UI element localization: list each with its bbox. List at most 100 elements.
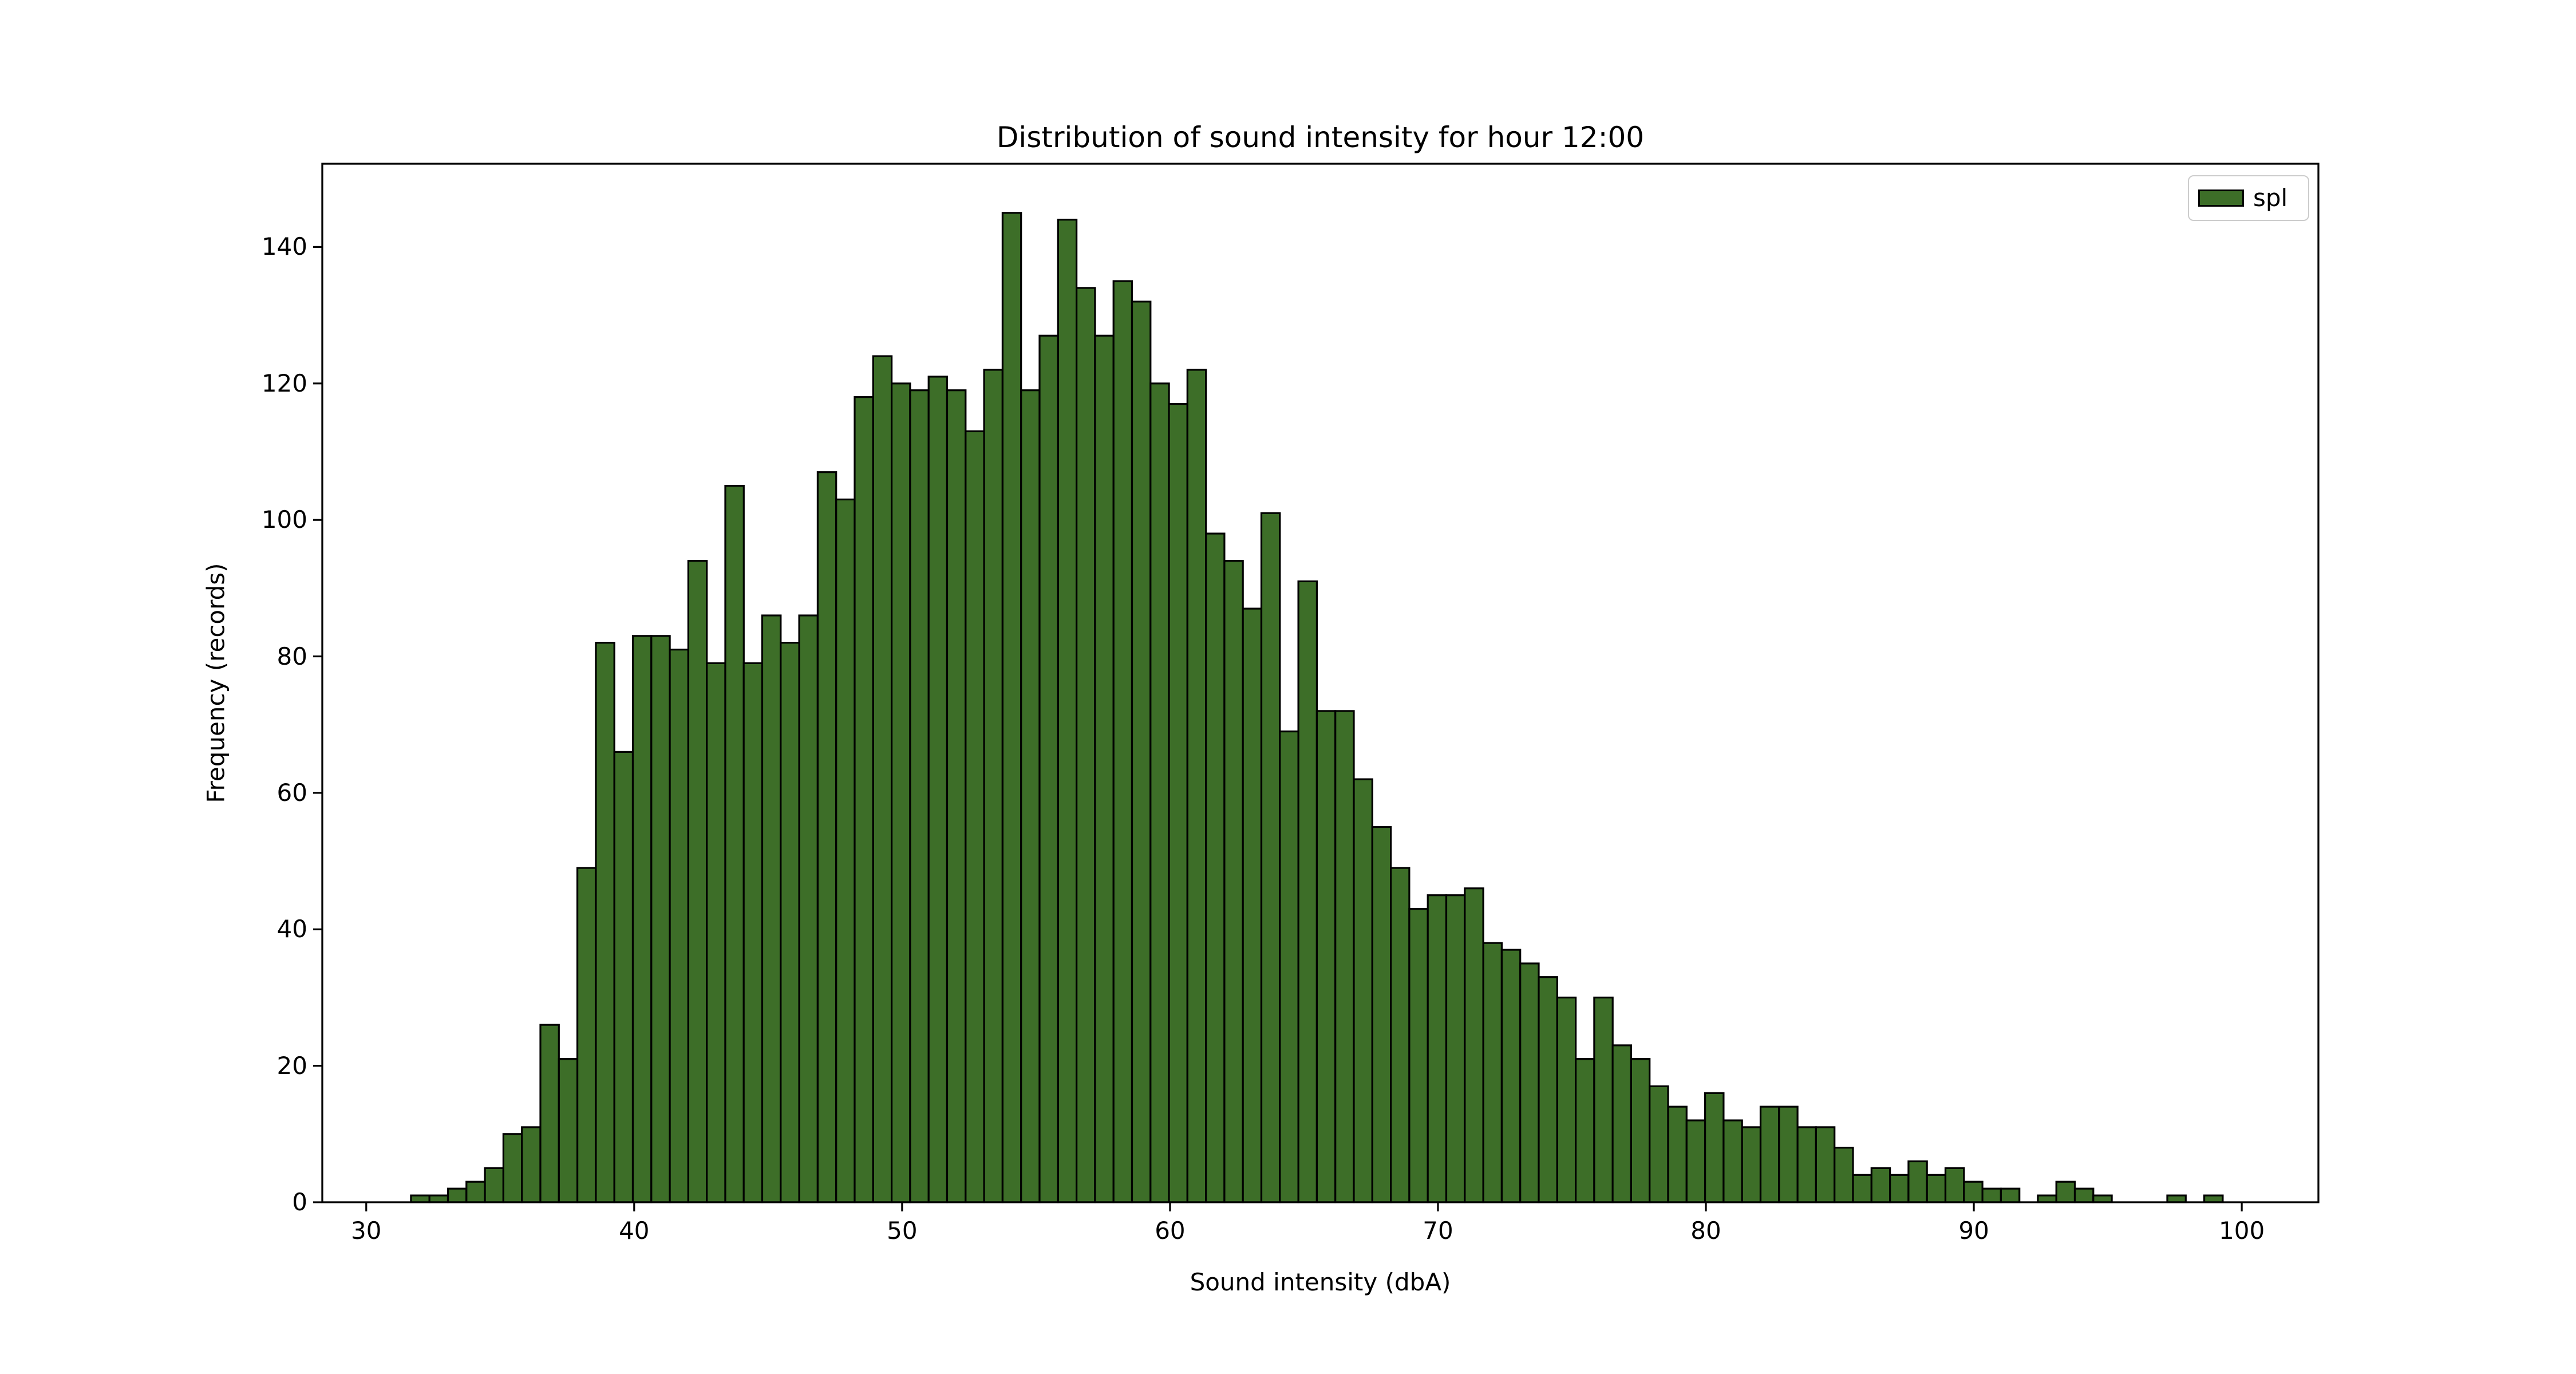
histogram-bar	[1315, 710, 1337, 1203]
histogram-bar	[1149, 382, 1170, 1203]
histogram-bar	[1889, 1174, 1910, 1203]
histogram-bar	[558, 1058, 579, 1203]
histogram-bar	[1482, 942, 1503, 1203]
histogram-bar	[1944, 1167, 1965, 1203]
y-tick-label: 20	[276, 1051, 307, 1080]
histogram-bar	[2092, 1194, 2113, 1203]
histogram-bar	[1630, 1058, 1651, 1203]
histogram-bar	[1297, 580, 1318, 1203]
histogram-bar	[1667, 1105, 1688, 1203]
histogram-bar	[465, 1180, 486, 1203]
y-tick-label: 120	[261, 369, 307, 397]
histogram-bar	[1094, 334, 1115, 1203]
histogram-bar	[1057, 219, 1078, 1203]
histogram-bar	[2203, 1194, 2224, 1203]
histogram-bar	[1223, 560, 1244, 1203]
histogram-bar	[1242, 607, 1263, 1203]
histogram-bar	[890, 382, 911, 1203]
histogram-bar	[650, 635, 671, 1203]
histogram-bar	[1593, 996, 1614, 1203]
histogram-bar	[1279, 730, 1299, 1203]
histogram-bar	[1704, 1092, 1725, 1203]
histogram-bar	[1445, 894, 1466, 1203]
histogram-bar	[410, 1194, 430, 1203]
histogram-bar	[595, 642, 615, 1203]
histogram-bar	[1685, 1119, 1706, 1203]
histogram-bar	[2037, 1194, 2057, 1203]
histogram-bar	[1722, 1119, 1743, 1203]
histogram-bar	[1020, 389, 1041, 1203]
x-tick-label: 70	[1423, 1217, 1453, 1245]
histogram-bar	[687, 560, 708, 1203]
axis-ticks	[313, 246, 2243, 1211]
chart-title: Distribution of sound intensity for hour…	[996, 121, 1645, 154]
y-tick-label: 60	[276, 778, 307, 807]
histogram-bar	[1556, 996, 1577, 1203]
histogram-bar	[1981, 1187, 2002, 1203]
histogram-bar	[1759, 1105, 1780, 1203]
histogram-bar	[1131, 301, 1152, 1203]
histogram-bar	[1408, 907, 1429, 1203]
histogram-bar	[1834, 1147, 1854, 1203]
histogram-bar	[2000, 1187, 2021, 1203]
histogram-bar	[539, 1024, 560, 1203]
legend: spl	[2188, 175, 2309, 221]
histogram-bar	[428, 1194, 449, 1203]
histogram-bar	[1963, 1180, 1984, 1203]
histogram-bar	[1168, 402, 1188, 1203]
histogram-bar	[1186, 369, 1207, 1203]
histogram-bar	[1926, 1174, 1947, 1203]
histogram-bar	[613, 751, 634, 1203]
histogram-bar	[2166, 1194, 2187, 1203]
histogram-bar	[484, 1167, 504, 1203]
histogram-bar	[1907, 1160, 1928, 1203]
histogram-bar	[1075, 287, 1096, 1203]
histogram-bar	[1611, 1044, 1633, 1203]
histogram-bar	[946, 389, 967, 1203]
histogram-bar	[1390, 867, 1411, 1203]
histogram-bar	[816, 471, 837, 1203]
histogram-bar	[2055, 1180, 2076, 1203]
x-tick-label: 60	[1155, 1217, 1186, 1245]
histogram-bar	[780, 642, 800, 1203]
y-tick-label: 100	[261, 506, 307, 534]
histogram-bar	[927, 376, 949, 1203]
histogram-bar	[1464, 887, 1484, 1203]
histogram-bar	[761, 614, 782, 1203]
x-tick-label: 80	[1690, 1217, 1721, 1245]
y-tick-label: 80	[276, 642, 307, 670]
histogram-bar	[798, 614, 819, 1203]
histogram-bar	[1500, 949, 1522, 1203]
histogram-bar	[1038, 334, 1059, 1203]
histogram-bar	[521, 1126, 542, 1203]
y-tick-label: 0	[292, 1188, 307, 1216]
histogram-bar	[1001, 212, 1022, 1203]
histogram-bar	[724, 484, 745, 1203]
legend-label: spl	[2253, 184, 2288, 212]
histogram-bar	[1575, 1058, 1595, 1203]
histogram-bar	[1741, 1126, 1762, 1203]
histogram-bar	[872, 355, 893, 1203]
histogram-bars	[410, 212, 2224, 1203]
histogram-bar	[502, 1133, 523, 1203]
histogram-bar	[983, 369, 1003, 1203]
x-tick-label: 50	[887, 1217, 918, 1245]
histogram-bar	[1649, 1085, 1669, 1203]
histogram-bar	[742, 662, 764, 1203]
histogram-bar	[909, 389, 930, 1203]
x-tick-label: 90	[1958, 1217, 1989, 1245]
histogram-bar	[1815, 1126, 1836, 1203]
y-tick-label: 140	[261, 232, 307, 261]
histogram-bar	[1205, 532, 1226, 1203]
histogram-bar	[854, 396, 874, 1203]
histogram-bar	[1519, 962, 1540, 1203]
histogram-bar	[1260, 512, 1281, 1203]
histogram-bar	[965, 430, 985, 1203]
histogram-bar	[1778, 1105, 1799, 1203]
histogram-bar	[1353, 778, 1373, 1203]
legend-swatch-spl	[2198, 189, 2244, 207]
histogram-bar	[835, 498, 856, 1203]
histogram-bar	[1112, 280, 1133, 1203]
